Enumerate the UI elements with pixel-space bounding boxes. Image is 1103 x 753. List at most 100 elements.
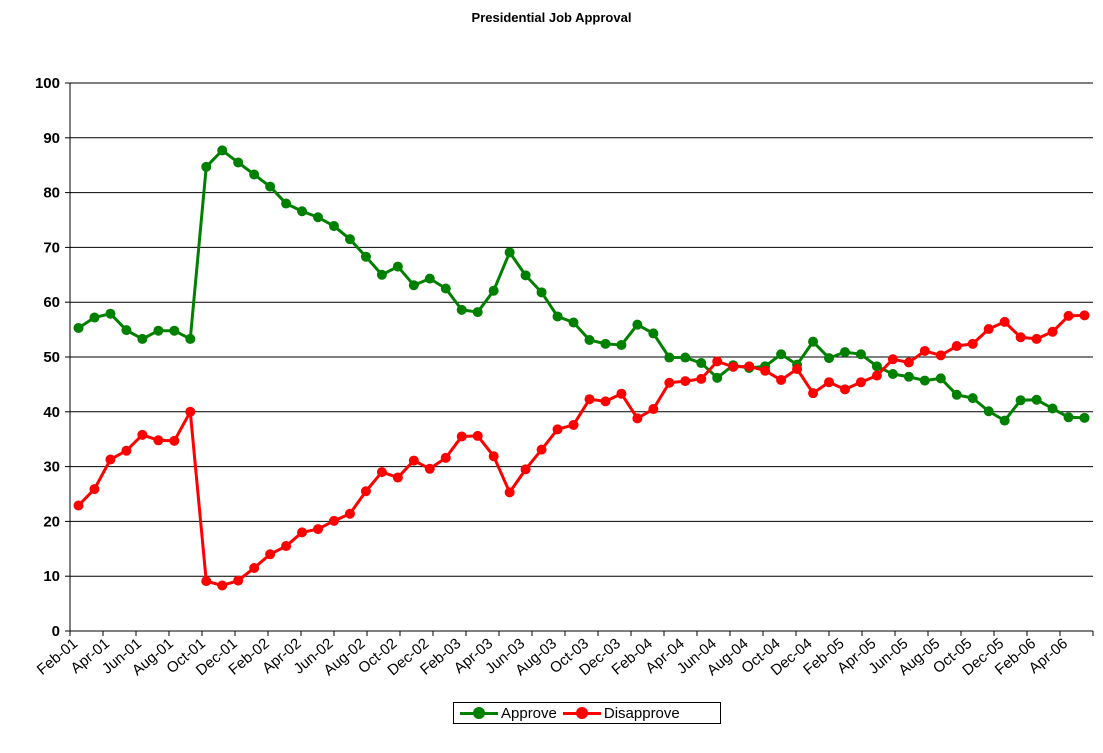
point-disapprove [376,467,387,478]
point-approve [472,307,483,318]
point-disapprove [839,384,850,395]
point-approve [520,270,531,281]
point-disapprove [233,575,244,586]
point-disapprove [217,580,228,591]
point-approve [951,389,962,400]
point-disapprove [648,404,659,415]
point-disapprove [744,361,755,372]
point-disapprove [680,376,691,387]
legend-label-approve: Approve [501,704,557,722]
point-approve [89,312,100,323]
point-approve [1079,412,1090,423]
point-approve [600,338,611,349]
x-tick-labels: Feb-01Apr-01Jun-01Aug-01Oct-01Dec-01Feb-… [34,635,1071,679]
point-approve [632,319,643,330]
point-approve [360,251,371,262]
point-approve [488,285,499,296]
point-approve [712,372,723,383]
point-approve [456,304,467,315]
point-disapprove [408,455,419,466]
point-disapprove [456,431,467,442]
point-approve [903,371,914,382]
y-tick-labels: 0 10 20 30 40 50 60 70 80 90 100 [35,75,60,640]
point-disapprove [712,356,723,367]
point-disapprove [89,484,100,495]
point-disapprove [344,508,355,519]
point-disapprove [440,452,451,463]
point-approve [855,349,866,360]
point-approve [185,333,196,344]
point-approve [680,352,691,363]
point-disapprove [169,435,180,446]
legend: Approve Disapprove [453,702,721,724]
point-approve [919,375,930,386]
point-approve [408,280,419,291]
point-approve [696,358,707,369]
point-approve [233,157,244,168]
y-tick-label: 70 [43,239,60,256]
legend-item-disapprove: Disapprove [562,705,680,722]
series-line-approve [77,148,1085,423]
point-approve [153,325,164,336]
point-approve [1063,412,1074,423]
point-disapprove [792,364,803,375]
point-disapprove [472,430,483,441]
point-approve [376,269,387,280]
point-approve [328,221,339,232]
point-disapprove [824,377,835,388]
point-disapprove [201,576,212,587]
point-approve [313,212,324,223]
point-disapprove [935,350,946,361]
point-approve [217,145,228,156]
y-tick-label: 60 [43,294,60,311]
point-approve [824,353,835,364]
point-disapprove [967,338,978,349]
point-approve [935,373,946,384]
point-approve [281,198,292,209]
point-approve [999,415,1010,426]
point-approve [344,234,355,245]
point-approve [983,406,994,417]
point-disapprove [584,394,595,405]
point-disapprove [776,375,787,386]
point-disapprove [360,486,371,497]
point-approve [568,317,579,328]
point-disapprove [536,444,547,455]
point-approve [552,311,563,322]
point-disapprove [265,549,276,560]
point-approve [776,349,787,360]
point-approve [808,336,819,347]
point-disapprove [1079,310,1090,321]
point-disapprove [297,527,308,538]
point-disapprove [281,541,292,552]
point-approve [871,361,882,372]
y-tick-label: 10 [43,568,60,585]
point-disapprove [313,524,324,535]
point-disapprove [808,388,819,399]
series [73,145,1090,591]
point-approve [1047,403,1058,414]
point-approve [137,333,148,344]
point-approve [1015,395,1026,406]
point-disapprove [105,454,116,465]
chart-title: Presidential Job Approval [471,10,632,25]
y-tick-label: 80 [43,185,60,202]
point-disapprove [696,373,707,384]
point-approve [440,283,451,294]
point-disapprove [855,377,866,388]
point-approve [504,247,515,258]
point-approve [839,347,850,358]
y-tick-label: 40 [43,404,60,421]
point-approve [584,335,595,346]
point-disapprove [903,357,914,368]
point-approve [249,169,260,180]
legend-swatch-disapprove [562,707,601,719]
series-line-disapprove [77,313,1085,588]
point-disapprove [664,377,675,388]
point-approve [73,322,84,333]
point-disapprove [728,361,739,372]
point-disapprove [568,419,579,430]
point-disapprove [185,406,196,417]
point-approve [536,287,547,298]
